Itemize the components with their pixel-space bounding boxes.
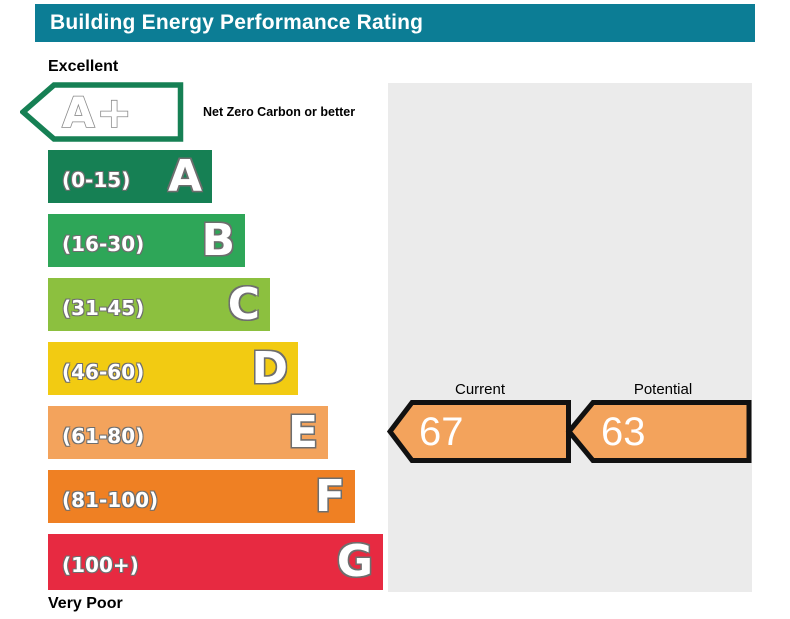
scale-top-label: Excellent (48, 58, 119, 75)
potential-rating-arrow: 63 (565, 400, 752, 463)
potential-rating-label: Potential (633, 381, 693, 398)
band-a-plus-shape (20, 82, 184, 142)
band-b-range: (16-30) (62, 231, 145, 256)
band-g-range: (100+) (62, 553, 139, 577)
band-c: (31-45) C (48, 278, 270, 331)
band-a-plus-letter: A+ (62, 88, 134, 137)
band-e: (61-80) E (48, 406, 328, 459)
current-rating-shape (387, 400, 571, 463)
band-d: (46-60) D (48, 342, 298, 395)
band-c-letter: C (227, 278, 260, 330)
band-c-range: (31-45) (62, 295, 145, 320)
page-title: Building Energy Performance Rating (50, 11, 424, 34)
band-e-letter: E (287, 406, 318, 458)
band-d-range: (46-60) (62, 359, 145, 384)
band-a-plus-arrow: A+ (20, 82, 184, 142)
potential-rating-value: 63 (601, 410, 646, 454)
band-a-plus-description: Net Zero Carbon or better (203, 105, 356, 119)
title-bar: Building Energy Performance Rating (35, 4, 755, 42)
band-f: (81-100) F (48, 470, 355, 523)
band-f-range: (81-100) (62, 487, 159, 512)
current-rating-value: 67 (419, 410, 464, 454)
band-a-letter: A (167, 150, 202, 202)
current-rating-label: Current (454, 381, 506, 398)
band-b: (16-30) B (48, 214, 245, 267)
band-a: (0-15) A (48, 150, 212, 203)
band-g-letter: G (336, 536, 373, 587)
band-d-letter: D (251, 342, 288, 394)
band-g: (100+) G (48, 534, 383, 590)
indicator-panel-background (388, 83, 752, 592)
scale-bottom-label: Very Poor (48, 595, 123, 612)
band-a-range: (0-15) (62, 167, 131, 192)
potential-rating-shape (565, 400, 752, 463)
band-f-letter: F (314, 470, 345, 522)
band-b-letter: B (201, 214, 235, 266)
band-e-range: (61-80) (62, 423, 145, 448)
current-rating-arrow: 67 (387, 400, 571, 463)
